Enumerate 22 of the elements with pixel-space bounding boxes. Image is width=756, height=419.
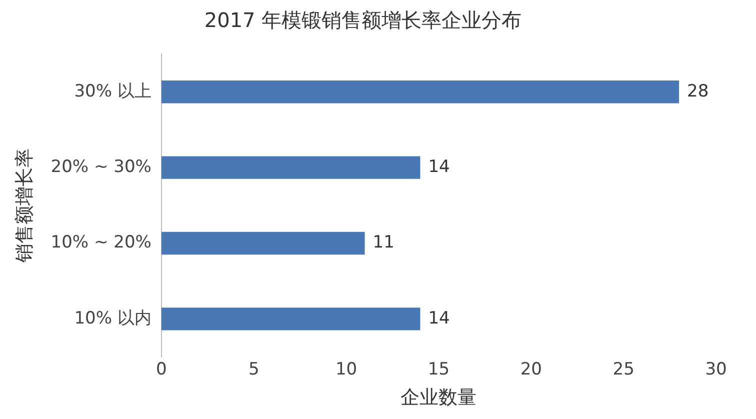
data-label: 14 [428, 156, 450, 177]
x-tick-label: 30 [705, 359, 727, 380]
y-tick-label: 20% ~ 30% [50, 156, 152, 177]
bar [161, 308, 420, 330]
bar [161, 232, 365, 255]
y-tick-label: 10% 以内 [74, 308, 152, 328]
y-tick-label: 30% 以上 [74, 81, 152, 102]
chart-title: 2017 年模锻销售额增长率企业分布 [204, 8, 522, 32]
x-axis-title: 企业数量 [400, 386, 477, 409]
x-tick-label: 10 [335, 359, 358, 380]
x-tick-label: 20 [520, 359, 542, 380]
x-tick-label: 0 [156, 359, 167, 380]
x-tick-label: 25 [612, 359, 634, 380]
bar [161, 80, 680, 104]
data-label: 14 [428, 308, 450, 328]
y-axis-title: 销售额增长率 [13, 148, 36, 264]
data-label: 11 [372, 232, 394, 253]
data-label: 28 [687, 81, 709, 102]
bar [161, 156, 420, 179]
y-tick-label: 10% ~ 20% [50, 232, 152, 253]
x-tick-label: 15 [428, 359, 450, 380]
x-tick-label: 5 [248, 359, 260, 380]
